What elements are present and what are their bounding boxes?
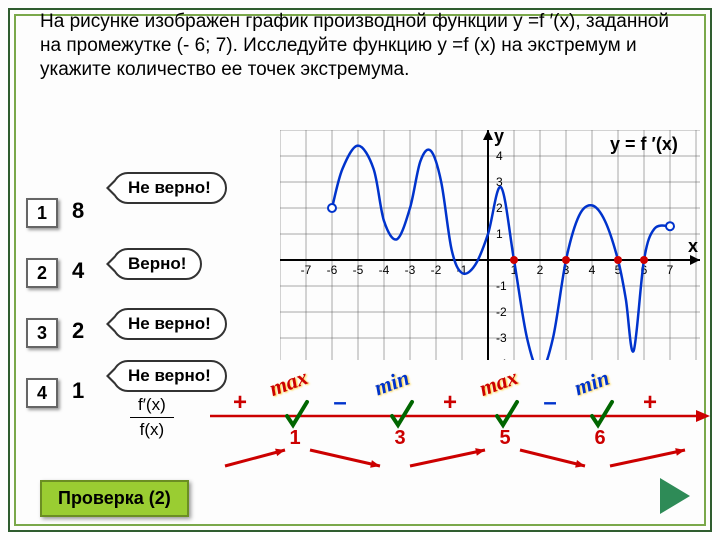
svg-text:-4: -4 (496, 357, 507, 360)
option-value-4: 1 (72, 378, 84, 404)
svg-text:y: y (494, 130, 504, 146)
svg-text:-5: -5 (353, 263, 364, 277)
svg-text:x: x (688, 236, 698, 256)
option-button-1[interactable]: 1 (26, 198, 58, 228)
option-button-2[interactable]: 2 (26, 258, 58, 288)
svg-text:7: 7 (667, 263, 674, 277)
option-button-3[interactable]: 3 (26, 318, 58, 348)
svg-text:y = f ′(x): y = f ′(x) (610, 134, 678, 154)
sign-line: + – + – +1 3 5 6 (210, 388, 710, 468)
svg-text:–: – (333, 389, 346, 416)
derivative-chart: -7-6-5-4-3-2-112345674321-1-2-3-4-5yxy =… (280, 130, 700, 360)
svg-text:4: 4 (589, 263, 596, 277)
fprime-label: f′(x) f(x) (130, 395, 174, 440)
option-button-4[interactable]: 4 (26, 378, 58, 408)
svg-text:1: 1 (496, 227, 503, 241)
svg-text:-1: -1 (496, 279, 507, 293)
option-bubble-1: Не верно! (112, 172, 227, 204)
option-value-3: 2 (72, 318, 84, 344)
svg-text:-2: -2 (496, 305, 507, 319)
svg-text:+: + (643, 389, 657, 416)
option-value-2: 4 (72, 258, 84, 284)
svg-text:-3: -3 (496, 331, 507, 345)
svg-text:4: 4 (496, 149, 503, 163)
svg-text:+: + (443, 389, 457, 416)
option-bubble-3: Не верно! (112, 308, 227, 340)
check-button[interactable]: Проверка (2) (40, 480, 189, 517)
svg-text:3: 3 (394, 427, 405, 449)
svg-text:-3: -3 (405, 263, 416, 277)
problem-text: На рисунке изображен график производной … (40, 10, 680, 81)
nav-next-button[interactable] (660, 478, 690, 514)
option-value-1: 8 (72, 198, 84, 224)
svg-text:2: 2 (537, 263, 544, 277)
svg-text:–: – (543, 389, 556, 416)
slide: На рисунке изображен график производной … (0, 0, 720, 540)
svg-text:-6: -6 (327, 263, 338, 277)
svg-text:-4: -4 (379, 263, 390, 277)
fprime-text: f′(x) (130, 395, 174, 418)
svg-text:5: 5 (499, 427, 510, 449)
svg-text:2: 2 (496, 201, 503, 215)
svg-text:6: 6 (594, 427, 605, 449)
svg-text:-2: -2 (431, 263, 442, 277)
svg-text:1: 1 (289, 427, 300, 449)
svg-text:+: + (233, 389, 247, 416)
option-bubble-2: Верно! (112, 248, 202, 280)
svg-text:-7: -7 (301, 263, 312, 277)
fx-text: f(x) (130, 418, 174, 440)
